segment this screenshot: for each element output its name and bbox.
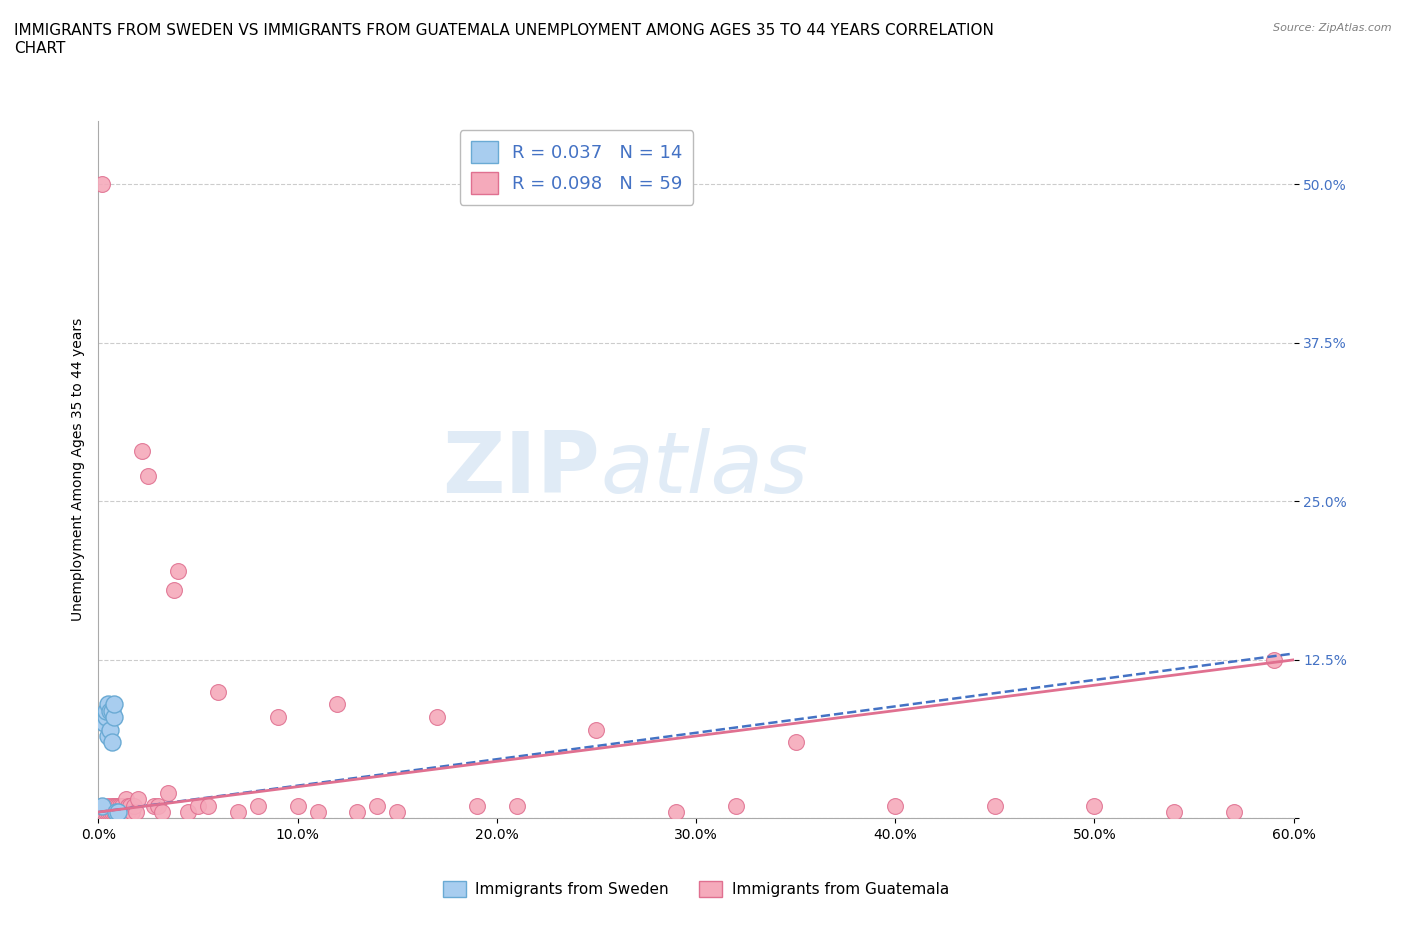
Point [157, 786, 180, 801]
Point [465, 798, 488, 813]
Point [91, 798, 114, 813]
Point [267, 710, 290, 724]
Text: IMMIGRANTS FROM SWEDEN VS IMMIGRANTS FROM GUATEMALA UNEMPLOYMENT AMONG AGES 35 T: IMMIGRANTS FROM SWEDEN VS IMMIGRANTS FRO… [14, 23, 994, 56]
Text: atlas: atlas [600, 428, 808, 512]
Point [107, 804, 129, 819]
Point [884, 798, 907, 813]
Point [97, 798, 120, 813]
Point [148, 798, 170, 813]
Point [98, 723, 122, 737]
Point [143, 798, 166, 813]
Point [1083, 798, 1105, 813]
Point [115, 792, 138, 807]
Point [105, 804, 128, 819]
Point [426, 710, 449, 724]
Point [117, 798, 139, 813]
Point [107, 798, 129, 813]
Point [101, 735, 124, 750]
Point [307, 804, 329, 819]
Point [101, 804, 124, 819]
Point [101, 703, 124, 718]
Point [163, 583, 186, 598]
Legend: Immigrants from Sweden, Immigrants from Guatemala: Immigrants from Sweden, Immigrants from … [437, 875, 955, 903]
Point [97, 804, 120, 819]
Point [346, 804, 368, 819]
Point [98, 804, 122, 819]
Point [177, 804, 200, 819]
Point [207, 684, 229, 699]
Point [97, 728, 120, 743]
Point [96, 703, 118, 718]
Point [197, 798, 219, 813]
Point [124, 798, 146, 813]
Point [127, 792, 149, 807]
Point [97, 697, 120, 711]
Point [665, 804, 688, 819]
Point [785, 735, 807, 750]
Point [226, 804, 249, 819]
Point [150, 804, 173, 819]
Point [984, 798, 1007, 813]
Point [103, 697, 125, 711]
Point [131, 444, 153, 458]
Point [506, 798, 529, 813]
Y-axis label: Unemployment Among Ages 35 to 44 years: Unemployment Among Ages 35 to 44 years [70, 318, 84, 621]
Point [96, 804, 118, 819]
Point [117, 804, 139, 819]
Point [167, 564, 190, 578]
Point [107, 804, 129, 819]
Point [101, 798, 124, 813]
Point [105, 804, 128, 819]
Point [103, 710, 125, 724]
Point [187, 798, 209, 813]
Point [136, 469, 159, 484]
Point [1263, 653, 1285, 668]
Point [125, 804, 148, 819]
Point [326, 697, 349, 711]
Point [93, 716, 115, 731]
Point [112, 804, 135, 819]
Point [246, 798, 269, 813]
Point [111, 798, 134, 813]
Point [105, 798, 128, 813]
Point [724, 798, 747, 813]
Text: Source: ZipAtlas.com: Source: ZipAtlas.com [1274, 23, 1392, 33]
Point [287, 798, 309, 813]
Point [96, 710, 118, 724]
Text: ZIP: ZIP [443, 428, 600, 512]
Point [98, 703, 122, 718]
Point [1223, 804, 1246, 819]
Point [120, 798, 142, 813]
Point [585, 723, 607, 737]
Point [91, 177, 114, 192]
Point [103, 798, 125, 813]
Point [385, 804, 409, 819]
Point [1163, 804, 1185, 819]
Point [103, 804, 125, 819]
Point [93, 804, 115, 819]
Point [110, 798, 132, 813]
Point [366, 798, 388, 813]
Point [121, 804, 143, 819]
